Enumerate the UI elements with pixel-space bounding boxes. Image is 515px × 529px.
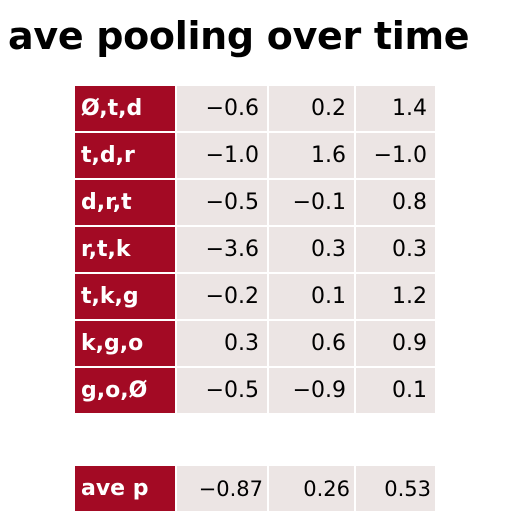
row-label: t,k,g bbox=[75, 274, 175, 319]
average-value: 0.53 bbox=[356, 466, 435, 511]
table-row: d,r,t −0.5 −0.1 0.8 bbox=[75, 180, 435, 225]
value-cell: −0.2 bbox=[177, 274, 267, 319]
value-cell: 0.3 bbox=[177, 321, 267, 366]
row-label: g,o,Ø bbox=[75, 368, 175, 413]
row-label: r,t,k bbox=[75, 227, 175, 272]
average-value: 0.26 bbox=[269, 466, 354, 511]
value-cell: −3.6 bbox=[177, 227, 267, 272]
average-row: ave p −0.87 0.26 0.53 bbox=[75, 466, 435, 511]
value-cell: 0.8 bbox=[356, 180, 435, 225]
value-cell: 0.1 bbox=[269, 274, 354, 319]
value-cell: −0.6 bbox=[177, 86, 267, 131]
row-label: Ø,t,d bbox=[75, 86, 175, 131]
value-cell: 0.2 bbox=[269, 86, 354, 131]
table-row: t,d,r −1.0 1.6 −1.0 bbox=[75, 133, 435, 178]
value-cell: −0.5 bbox=[177, 368, 267, 413]
table-row: t,k,g −0.2 0.1 1.2 bbox=[75, 274, 435, 319]
feature-table: Ø,t,d −0.6 0.2 1.4 t,d,r −1.0 1.6 −1.0 d… bbox=[75, 86, 435, 413]
row-label: k,g,o bbox=[75, 321, 175, 366]
average-value: −0.87 bbox=[177, 466, 267, 511]
table-row: k,g,o 0.3 0.6 0.9 bbox=[75, 321, 435, 366]
table-row: Ø,t,d −0.6 0.2 1.4 bbox=[75, 86, 435, 131]
value-cell: 1.2 bbox=[356, 274, 435, 319]
average-label: ave p bbox=[75, 466, 175, 511]
slide-title: ave pooling over time bbox=[8, 14, 470, 58]
table-row: ave p −0.87 0.26 0.53 bbox=[75, 466, 435, 511]
value-cell: 0.9 bbox=[356, 321, 435, 366]
value-cell: 0.1 bbox=[356, 368, 435, 413]
value-cell: 0.3 bbox=[269, 227, 354, 272]
value-cell: −1.0 bbox=[356, 133, 435, 178]
row-label: t,d,r bbox=[75, 133, 175, 178]
value-cell: 1.4 bbox=[356, 86, 435, 131]
value-cell: −0.9 bbox=[269, 368, 354, 413]
row-label: d,r,t bbox=[75, 180, 175, 225]
value-cell: −1.0 bbox=[177, 133, 267, 178]
value-cell: −0.1 bbox=[269, 180, 354, 225]
value-cell: −0.5 bbox=[177, 180, 267, 225]
table-row: r,t,k −3.6 0.3 0.3 bbox=[75, 227, 435, 272]
table-row: g,o,Ø −0.5 −0.9 0.1 bbox=[75, 368, 435, 413]
value-cell: 0.6 bbox=[269, 321, 354, 366]
value-cell: 0.3 bbox=[356, 227, 435, 272]
value-cell: 1.6 bbox=[269, 133, 354, 178]
